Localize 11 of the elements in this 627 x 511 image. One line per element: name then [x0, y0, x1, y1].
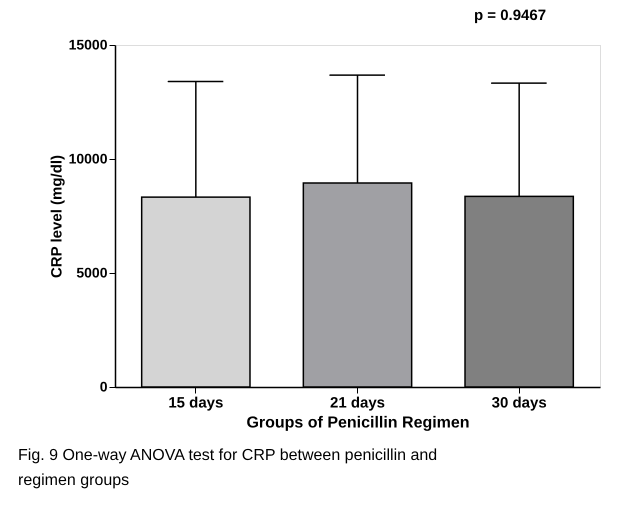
- y-axis-title: CRP level (mg/dl): [48, 154, 66, 278]
- x-tick-label: 15 days: [168, 394, 224, 412]
- x-tick-label: 21 days: [330, 394, 386, 412]
- x-tick-label: 30 days: [492, 394, 547, 412]
- x-axis-title: Groups of Penicillin Regimen: [246, 414, 470, 432]
- y-tick-label: 5000: [76, 264, 108, 280]
- y-tick-label: 0: [100, 378, 108, 394]
- y-tick-label: 10000: [68, 150, 108, 166]
- text: p = 0.9467: [474, 7, 546, 24]
- y-tick-label: 15000: [68, 36, 108, 52]
- caption: Fig. 9 One-way ANOVA test for CRP between penicillin and regimen groups: [18, 447, 438, 489]
